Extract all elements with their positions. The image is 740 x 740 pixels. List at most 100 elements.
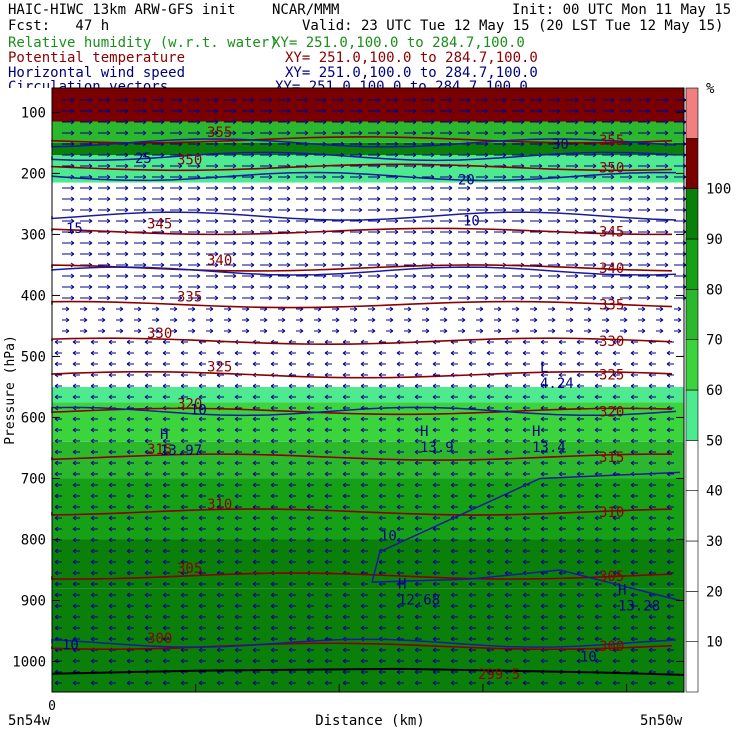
wind-arrowhead (144, 471, 149, 477)
wind-arrowhead (664, 108, 669, 114)
wind-arrowhead (252, 559, 257, 565)
wind-arrowhead (88, 251, 93, 257)
wind-arrowhead (450, 680, 455, 686)
wind-arrowhead (630, 438, 635, 444)
wind-arrowhead (216, 680, 221, 686)
wind-arrowhead (306, 658, 311, 664)
wind-arrowhead (106, 130, 111, 136)
wind-arrowhead (358, 174, 363, 180)
wind-arrowhead (648, 680, 653, 686)
wind-arrowhead (486, 416, 491, 422)
wind-arrowhead (252, 625, 257, 631)
wind-arrowhead (342, 669, 347, 675)
wind-arrowhead (610, 163, 615, 169)
wind-arrowhead (306, 449, 311, 455)
wind-arrowhead (198, 592, 203, 598)
wind-arrowhead (610, 196, 615, 202)
wind-arrowhead (155, 306, 160, 312)
wind-arrowhead (353, 306, 358, 312)
wind-arrowhead (162, 537, 167, 543)
wind-arrowhead (484, 284, 489, 290)
x-origin-label: 0 (48, 699, 56, 714)
wind-arrowhead (70, 284, 75, 290)
wind-arrowhead (504, 559, 509, 565)
wind-arrowhead (108, 526, 113, 532)
wind-arrowhead (412, 240, 417, 246)
wind-arrowhead (450, 614, 455, 620)
wind-arrowhead (160, 251, 165, 257)
wind-arrowhead (664, 284, 669, 290)
wind-arrowhead (504, 548, 509, 554)
wind-arrowhead (198, 526, 203, 532)
wind-arrowhead (520, 295, 525, 301)
wind-arrowhead (108, 537, 113, 543)
wind-arrowhead (450, 471, 455, 477)
wind-arrowhead (270, 361, 275, 367)
wind-arrowhead (450, 438, 455, 444)
wind-arrowhead (216, 427, 221, 433)
wind-arrowhead (666, 361, 671, 367)
wind-arrowhead (358, 284, 363, 290)
wind-arrowhead (376, 97, 381, 103)
wind-arrowhead (558, 548, 563, 554)
wind-arrowhead (522, 493, 527, 499)
wind-arrowhead (317, 328, 322, 334)
wind-arrowhead (376, 229, 381, 235)
wind-arrowhead (137, 317, 142, 323)
wind-arrowhead (270, 515, 275, 521)
wind-arrowhead (486, 471, 491, 477)
wind-arrowhead (659, 317, 664, 323)
field-rh-xy: XY= 251.0,100.0 to 284.7,100.0 (272, 35, 525, 51)
wind-arrowhead (466, 207, 471, 213)
wind-arrowhead (630, 636, 635, 642)
wind-arrowhead (612, 460, 617, 466)
wind-arrowhead (538, 119, 543, 125)
wind-arrowhead (522, 383, 527, 389)
wind-arrowhead (484, 185, 489, 191)
wind-arrowhead (304, 108, 309, 114)
wind-arrowhead (124, 196, 129, 202)
wind-arrowhead (70, 97, 75, 103)
wind-arrowhead (162, 515, 167, 521)
wind-arrowhead (286, 174, 291, 180)
wind-arrowhead (628, 218, 633, 224)
wind-arrowhead (648, 548, 653, 554)
wind-arrowhead (162, 438, 167, 444)
wind-arrowhead (646, 251, 651, 257)
wind-arrowhead (450, 570, 455, 576)
wind-arrowhead (450, 581, 455, 587)
wind-arrowhead (576, 339, 581, 345)
wind-arrowhead (214, 207, 219, 213)
wind-arrowhead (106, 218, 111, 224)
wind-arrowhead (108, 361, 113, 367)
wind-arrowhead (72, 416, 77, 422)
wind-arrowhead (250, 218, 255, 224)
wind-arrowhead (214, 163, 219, 169)
wind-arrowhead (576, 625, 581, 631)
wind-arrowhead (664, 97, 669, 103)
wind-arrowhead (360, 537, 365, 543)
field-circ-xy: XY= 251.0,100.0 to 284.7,100.0 (275, 79, 528, 88)
wind-arrowhead (592, 251, 597, 257)
wind-arrowhead (533, 328, 538, 334)
wind-arrowhead (180, 526, 185, 532)
wind-arrowhead (90, 449, 95, 455)
wind-arrowhead (142, 163, 147, 169)
wind-arrowhead (106, 251, 111, 257)
wind-arrowhead (468, 394, 473, 400)
wind-arrowhead (461, 306, 466, 312)
wind-arrowhead (378, 471, 383, 477)
wind-arrowhead (252, 394, 257, 400)
wind-arrowhead (234, 416, 239, 422)
wind-arrowhead (576, 449, 581, 455)
wind-arrowhead (630, 372, 635, 378)
wind-arrowhead (594, 339, 599, 345)
wind-arrowhead (389, 317, 394, 323)
wind-arrowhead (394, 240, 399, 246)
wind-arrowhead (88, 185, 93, 191)
wind-arrowhead (430, 108, 435, 114)
wind-arrowhead (234, 581, 239, 587)
wind-arrowhead (126, 570, 131, 576)
wind-arrowhead (101, 317, 106, 323)
wind-arrowhead (54, 493, 59, 499)
